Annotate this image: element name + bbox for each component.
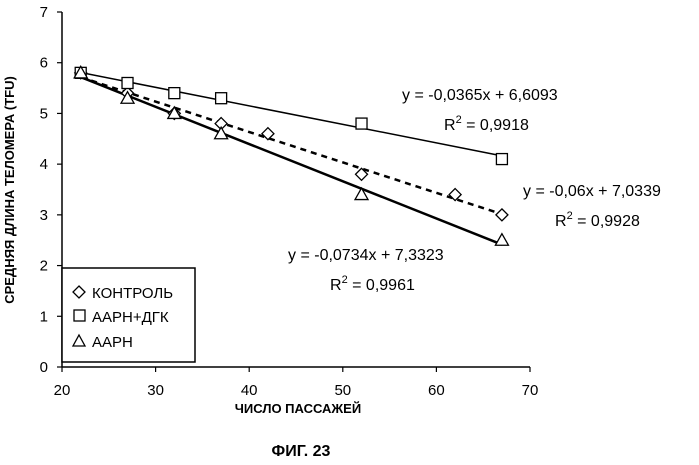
- legend-label-aaph: AAPH: [92, 334, 133, 351]
- x-tick-label: 20: [54, 382, 71, 399]
- marker-aaph-dgk: [122, 78, 133, 89]
- y-tick-label: 1: [40, 308, 48, 325]
- x-tick-label: 40: [241, 382, 258, 399]
- marker-aaph: [215, 127, 228, 138]
- y-tick-label: 0: [40, 359, 48, 376]
- trendline-aaph-dgk: [81, 73, 502, 156]
- marker-aaph-dgk: [216, 93, 227, 104]
- legend-square-icon: [74, 310, 85, 321]
- y-tick-label: 2: [40, 258, 48, 275]
- r2-aaph-dgk: R2 = 0,9918: [444, 114, 529, 134]
- marker-aaph-dgk: [496, 154, 507, 165]
- legend: КОНТРОЛЬ AAPH+ДГК AAPH: [62, 268, 195, 362]
- x-axis-title: ЧИСЛО ПАССАЖЕЙ: [235, 401, 361, 416]
- equation-aaph-dgk: y = -0,0365x + 6,6093: [402, 87, 558, 104]
- x-tick-label: 50: [334, 382, 351, 399]
- chart: 0 1 2 3 4 5 6 7 20 30 40 50 60 70 СРЕДНЯЯ ДЛИНА ТЕЛОМ…: [0, 0, 699, 465]
- marker-aaph: [495, 234, 508, 246]
- y-tick-label: 7: [40, 4, 48, 21]
- marker-control: [496, 209, 508, 221]
- r2-control: R2 = 0,9928: [555, 210, 640, 230]
- marker-aaph-dgk: [356, 118, 367, 129]
- y-tick-label: 6: [40, 55, 48, 72]
- y-axis-title: СРЕДНЯЯ ДЛИНА ТЕЛОМЕРА (TFU): [2, 76, 17, 304]
- x-tick-label: 60: [428, 382, 445, 399]
- y-tick-label: 3: [40, 207, 48, 224]
- marker-aaph-dgk: [169, 88, 180, 99]
- x-tick-label: 70: [522, 382, 539, 399]
- figure-caption: ФИГ. 23: [272, 443, 331, 460]
- equation-aaph: y = -0,0734x + 7,3323: [288, 247, 444, 264]
- legend-label-control: КОНТРОЛЬ: [92, 285, 173, 302]
- y-tick-label: 5: [40, 105, 48, 122]
- y-tick-label: 4: [40, 156, 48, 173]
- r2-aaph: R2 = 0,9961: [330, 274, 415, 294]
- equation-control: y = -0,06x + 7,0339: [523, 183, 661, 200]
- x-tick-label: 30: [147, 382, 164, 399]
- legend-label-aaph-dgk: AAPH+ДГК: [92, 309, 169, 326]
